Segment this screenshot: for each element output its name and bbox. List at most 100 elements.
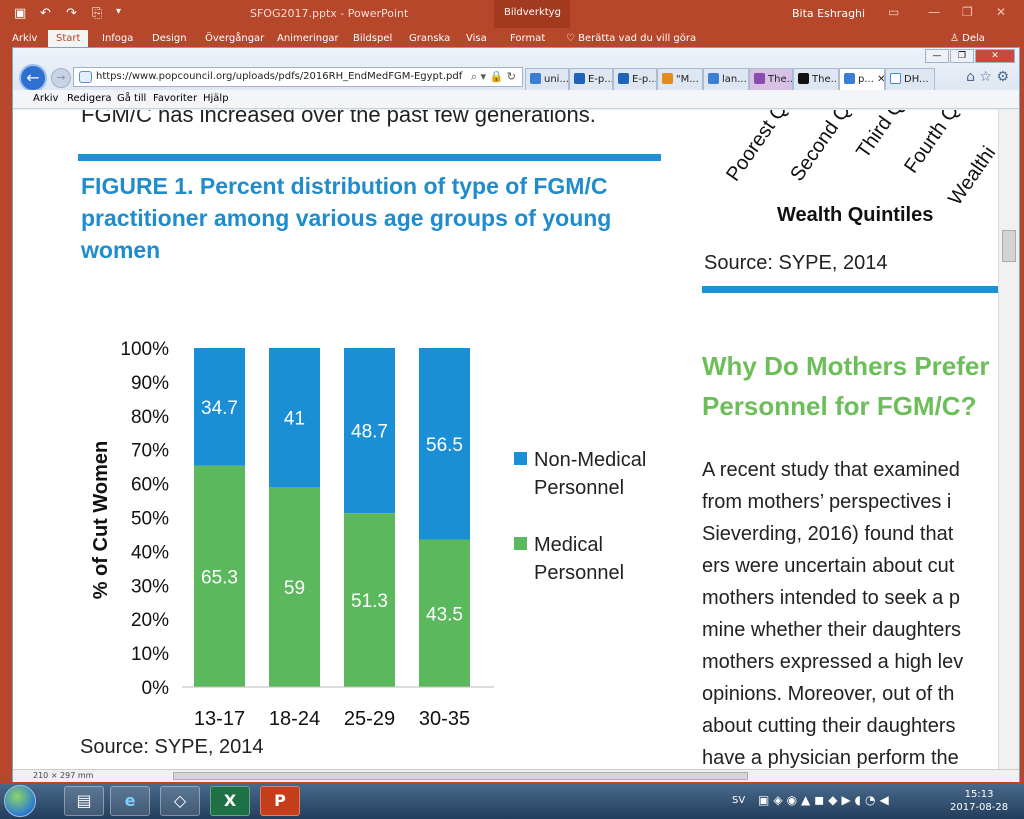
section-rule [702, 286, 998, 293]
y-tick-label: 0% [142, 678, 170, 699]
quintile-label: Third Q [852, 110, 909, 163]
user-name[interactable]: Bita Eshraghi [792, 7, 866, 20]
taskbar: ▤ e ◇ X P SV ▣◈◉▲◼◆▶◖◔◀ 15:13 2017-08-28 [0, 783, 1024, 819]
vertical-scroll-thumb[interactable] [1002, 230, 1016, 262]
browser-tab[interactable]: uni... [525, 68, 569, 90]
y-tick-label: 90% [131, 373, 169, 394]
bar-segment [269, 348, 320, 487]
settings-gear-icon[interactable]: ⚙ [996, 69, 1009, 85]
person-icon: ♙ [950, 33, 963, 44]
section-heading-line: Personnel for FGM/C? [702, 391, 977, 421]
maximize-icon[interactable]: ❐ [962, 5, 973, 19]
forward-button[interactable]: → [51, 68, 71, 88]
share-label: Dela [962, 33, 985, 44]
figure-rule [78, 154, 661, 161]
tab-granska[interactable]: Granska [409, 33, 451, 44]
figure-source: Source: SYPE, 2014 [80, 736, 264, 758]
address-bar[interactable]: https://www.popcouncil.org/uploads/pdfs/… [73, 67, 523, 87]
menu-ga-till[interactable]: Gå till [117, 93, 147, 104]
tab-start[interactable]: Start [48, 30, 89, 50]
browser-tab[interactable]: E-p... [569, 68, 613, 90]
y-tick-label: 100% [120, 339, 169, 360]
body-line: mothers intended to seek a p [702, 587, 960, 609]
browser-close-icon[interactable]: ✕ [975, 49, 1015, 63]
browser-tab-active[interactable]: p... ✕ [839, 68, 885, 90]
x-tick-label: 13-17 [194, 708, 245, 730]
tab-favicon-icon [844, 73, 855, 84]
browser-navbar: — ❐ ✕ ← → https://www.popcouncil.org/uploa… [13, 48, 1019, 92]
tab-close-icon[interactable]: ✕ [877, 74, 885, 85]
tab-bildspel[interactable]: Bildspel [353, 33, 393, 44]
undo-icon[interactable]: ↶ [40, 6, 51, 21]
tab-format[interactable]: Format [510, 33, 546, 44]
home-icon[interactable]: ⌂ [966, 69, 975, 85]
clock[interactable]: 15:13 2017-08-28 [950, 788, 1008, 814]
tab-infoga[interactable]: Infoga [102, 33, 134, 44]
excel-icon[interactable]: X [210, 786, 250, 816]
browser-minimize-icon[interactable]: — [925, 49, 949, 63]
start-button[interactable] [4, 785, 36, 817]
customize-qa-icon[interactable]: ▾ [116, 6, 122, 17]
legend-swatch [514, 537, 527, 550]
y-tick-label: 60% [131, 475, 169, 496]
tray-icons[interactable]: ▣◈◉▲◼◆▶◖◔◀ [758, 793, 893, 807]
data-label: 51.3 [351, 591, 388, 612]
menu-hjalp[interactable]: Hjälp [203, 93, 229, 104]
minimize-icon[interactable]: — [928, 5, 940, 19]
clock-time: 15:13 [964, 789, 994, 800]
tab-label: The... [768, 74, 793, 85]
app-icon[interactable]: ◇ [160, 786, 200, 816]
browser-tab[interactable]: The... [749, 68, 793, 90]
data-label: 59 [284, 578, 305, 599]
save-icon[interactable]: ▣ [14, 6, 27, 21]
tab-arkiv[interactable]: Arkiv [12, 33, 38, 44]
picture-tools-label: Bildverktyg [494, 0, 570, 28]
share-button[interactable]: ♙ Dela [950, 33, 985, 44]
redo-icon[interactable]: ↷ [66, 6, 77, 21]
tab-label: uni... [544, 74, 569, 85]
horizontal-scroll-thumb[interactable] [173, 772, 748, 780]
tab-visa[interactable]: Visa [466, 33, 487, 44]
partial-text-line: FGM/C has increased over the past few ge… [81, 110, 596, 127]
right-figure-source: Source: SYPE, 2014 [704, 252, 888, 274]
body-line: mothers expressed a high lev [702, 651, 964, 673]
vertical-scrollbar[interactable] [998, 110, 1019, 769]
menu-arkiv[interactable]: Arkiv [33, 93, 59, 104]
powerpoint-icon[interactable]: P [260, 786, 300, 816]
close-icon[interactable]: ✕ [996, 5, 1007, 19]
tab-design[interactable]: Design [152, 33, 187, 44]
y-tick-label: 20% [131, 610, 169, 631]
tab-favicon-icon [708, 73, 719, 84]
bar-segment [194, 465, 245, 687]
favorites-star-icon[interactable]: ☆ [979, 69, 992, 85]
browser-tab[interactable]: lan... [703, 68, 749, 90]
presenter-icon[interactable]: ⎘ [92, 6, 103, 21]
internet-explorer-icon[interactable]: e [110, 786, 150, 816]
browser-maximize-icon[interactable]: ❐ [950, 49, 974, 63]
menu-favoriter[interactable]: Favoriter [153, 93, 198, 104]
browser-window-controls: — ❐ ✕ [924, 48, 1015, 63]
browser-tab[interactable]: E-p... [613, 68, 657, 90]
tab-label: lan... [722, 74, 747, 85]
tab-label: p... [858, 74, 874, 85]
body-line: about cutting their daughters [702, 715, 956, 737]
browser-tab[interactable]: "M... [657, 68, 703, 90]
url-text: https://www.popcouncil.org/uploads/pdfs/… [96, 71, 463, 82]
explorer-icon[interactable]: ▤ [64, 786, 104, 816]
lock-icon[interactable]: 🔒 [489, 70, 504, 83]
outlook-icon [574, 73, 585, 84]
refresh-icon[interactable]: ↻ [506, 70, 516, 83]
tab-animeringar[interactable]: Animeringar [277, 33, 339, 44]
back-button[interactable]: ← [19, 64, 47, 92]
body-line: have a physician perform the [702, 747, 959, 769]
google-icon [890, 73, 901, 84]
outlook-icon [618, 73, 629, 84]
browser-tab[interactable]: DH... [885, 68, 935, 90]
browser-tab[interactable]: The... [793, 68, 839, 90]
tell-me-search[interactable]: ♡ Berätta vad du vill göra [566, 33, 696, 44]
language-indicator[interactable]: SV [732, 795, 746, 806]
tab-overgangar[interactable]: Övergångar [205, 33, 265, 44]
menu-redigera[interactable]: Redigera [67, 93, 112, 104]
search-icon[interactable]: ⌕ [470, 70, 478, 83]
ribbon-options-icon[interactable]: ▭ [888, 5, 900, 19]
